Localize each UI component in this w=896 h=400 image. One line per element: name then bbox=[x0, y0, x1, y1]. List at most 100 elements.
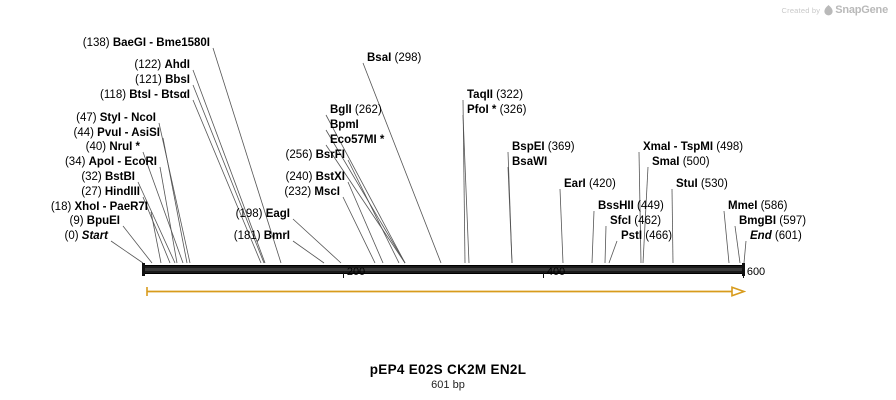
enzyme-name-label: StuI bbox=[676, 178, 698, 190]
enzyme-label[interactable]: (47) StyI - NcoI bbox=[0, 112, 156, 124]
ruler-tick bbox=[343, 272, 344, 278]
enzyme-label[interactable]: (34) ApoI - EcoRI bbox=[0, 156, 157, 168]
enzyme-position-label: (27) bbox=[81, 186, 105, 198]
ruler-tick bbox=[743, 272, 744, 278]
enzyme-label[interactable]: StuI (530) bbox=[676, 178, 728, 190]
enzyme-label[interactable]: (0) Start bbox=[0, 230, 108, 242]
enzyme-label[interactable]: (240) BstXI bbox=[0, 171, 345, 183]
enzyme-name-label: BsrFI bbox=[315, 149, 345, 161]
enzyme-label[interactable]: (232) MscI bbox=[0, 186, 340, 198]
enzyme-leader-line bbox=[347, 181, 384, 264]
enzyme-position-label: (298) bbox=[391, 52, 422, 64]
snapgene-brand-label: SnapGene bbox=[835, 4, 888, 16]
enzyme-label[interactable]: Eco57MI * bbox=[330, 134, 384, 146]
enzyme-label[interactable]: EarI (420) bbox=[564, 178, 616, 190]
enzyme-position-label: (32) bbox=[81, 171, 105, 183]
enzyme-name-label: BaeGI - Bme1580I bbox=[112, 37, 210, 49]
enzyme-label[interactable]: (118) BtsI - BtsαI bbox=[0, 89, 190, 101]
enzyme-label[interactable]: (9) BpuEI bbox=[0, 215, 120, 227]
enzyme-label[interactable]: (40) NruI * bbox=[0, 141, 140, 153]
page-title: pEP4 E02S CK2M EN2L bbox=[369, 362, 527, 377]
enzyme-label[interactable]: (18) XhoI - PaeR7I bbox=[0, 201, 148, 213]
enzyme-label[interactable]: SmaI (500) bbox=[652, 156, 710, 168]
enzyme-name-label: MscI bbox=[314, 186, 340, 198]
enzyme-name-label: BglI bbox=[330, 104, 352, 116]
enzyme-leader-line bbox=[734, 225, 741, 264]
enzyme-label[interactable]: BmgBI (597) bbox=[739, 215, 806, 227]
enzyme-name-label: End bbox=[750, 230, 772, 242]
ruler-tick bbox=[543, 272, 544, 278]
enzyme-leader-line bbox=[559, 188, 564, 264]
enzyme-name-label: NruI * bbox=[109, 141, 140, 153]
enzyme-label[interactable]: (138) BaeGI - Bme1580I bbox=[0, 37, 210, 49]
enzyme-label[interactable]: (121) BbsI bbox=[0, 74, 190, 86]
enzyme-label[interactable]: (198) EagI bbox=[0, 208, 290, 220]
enzyme-leader-line bbox=[292, 240, 325, 264]
enzyme-label[interactable]: MmeI (586) bbox=[728, 200, 787, 212]
enzyme-position-label: (420) bbox=[585, 178, 616, 190]
enzyme-name-label: BsaWI bbox=[512, 156, 548, 168]
ruler-tick-label: 400 bbox=[546, 266, 566, 278]
enzyme-leader-line bbox=[292, 218, 342, 264]
enzyme-leader-line bbox=[608, 240, 618, 264]
enzyme-label[interactable]: BssHII (449) bbox=[598, 200, 664, 212]
enzyme-position-label: (9) bbox=[69, 215, 87, 227]
enzyme-label[interactable]: End (601) bbox=[750, 230, 802, 242]
enzyme-label[interactable]: BsaI (298) bbox=[367, 52, 421, 64]
enzyme-label[interactable]: BsaWI bbox=[512, 156, 547, 168]
enzyme-leader-line bbox=[743, 240, 747, 264]
enzyme-name-label: PstI bbox=[621, 230, 643, 242]
enzyme-position-label: (498) bbox=[713, 141, 744, 153]
enzyme-label[interactable]: BglI (262) bbox=[330, 104, 382, 116]
enzyme-name-label: BmrI bbox=[263, 230, 290, 242]
enzyme-name-label: BsaI bbox=[367, 52, 392, 64]
enzyme-label[interactable]: PfoI * (326) bbox=[467, 104, 526, 116]
enzyme-name-label: BpuEI bbox=[86, 215, 120, 227]
enzyme-label[interactable]: BspEI (369) bbox=[512, 141, 575, 153]
enzyme-position-label: (256) bbox=[285, 149, 316, 161]
enzyme-label[interactable]: PstI (466) bbox=[621, 230, 672, 242]
enzyme-position-label: (601) bbox=[771, 230, 802, 242]
enzyme-position-label: (122) bbox=[134, 59, 165, 71]
enzyme-label[interactable]: (44) PvuI - AsiSI bbox=[0, 127, 161, 139]
sequence-backbone[interactable] bbox=[142, 263, 745, 276]
ruler-tick-label: 600 bbox=[746, 266, 766, 278]
enzyme-leader-line bbox=[362, 62, 442, 264]
enzyme-leader-line bbox=[342, 196, 376, 264]
enzyme-name-label: BbsI bbox=[165, 74, 190, 86]
enzyme-position-label: (198) bbox=[235, 208, 266, 220]
enzyme-name-label: AhdI bbox=[164, 59, 190, 71]
enzyme-label[interactable]: (32) BstBI bbox=[0, 171, 135, 183]
enzyme-label[interactable]: BpmI bbox=[330, 119, 359, 131]
enzyme-name-label: MmeI bbox=[728, 200, 758, 212]
enzyme-label[interactable]: SfcI (462) bbox=[610, 215, 661, 227]
enzyme-position-label: (586) bbox=[757, 200, 788, 212]
enzyme-leader-line bbox=[347, 159, 400, 264]
enzyme-label[interactable]: TaqII (322) bbox=[467, 89, 523, 101]
enzyme-position-label: (462) bbox=[631, 215, 662, 227]
enzyme-label[interactable]: (256) BsrFI bbox=[0, 149, 345, 161]
enzyme-label[interactable]: (27) HindIII bbox=[0, 186, 140, 198]
enzyme-leader-line bbox=[507, 166, 513, 264]
enzyme-position-label: (40) bbox=[85, 141, 110, 153]
enzyme-name-label: XhoI - PaeR7I bbox=[74, 201, 149, 213]
enzyme-position-label: (138) bbox=[82, 37, 113, 49]
backbone-end-cap bbox=[742, 263, 745, 276]
enzyme-label[interactable]: (181) BmrI bbox=[0, 230, 290, 242]
enzyme-leader-line bbox=[110, 240, 144, 264]
enzyme-name-label: EagI bbox=[265, 208, 290, 220]
enzyme-leader-line bbox=[507, 151, 513, 264]
enzyme-leader-line bbox=[462, 114, 470, 264]
enzyme-name-label: EarI bbox=[564, 178, 586, 190]
enzyme-position-label: (262) bbox=[351, 104, 382, 116]
enzyme-name-label: XmaI - TspMI bbox=[643, 141, 714, 153]
enzyme-name-label: BstBI bbox=[104, 171, 135, 183]
enzyme-label[interactable]: XmaI - TspMI (498) bbox=[643, 141, 743, 153]
enzyme-position-label: (118) bbox=[100, 89, 130, 101]
enzyme-label[interactable]: (122) AhdI bbox=[0, 59, 190, 71]
enzyme-position-label: (530) bbox=[697, 178, 728, 190]
orf-arrow[interactable] bbox=[146, 286, 746, 297]
enzyme-position-label: (18) bbox=[50, 201, 75, 213]
snapgene-logo: SnapGene bbox=[824, 4, 888, 16]
